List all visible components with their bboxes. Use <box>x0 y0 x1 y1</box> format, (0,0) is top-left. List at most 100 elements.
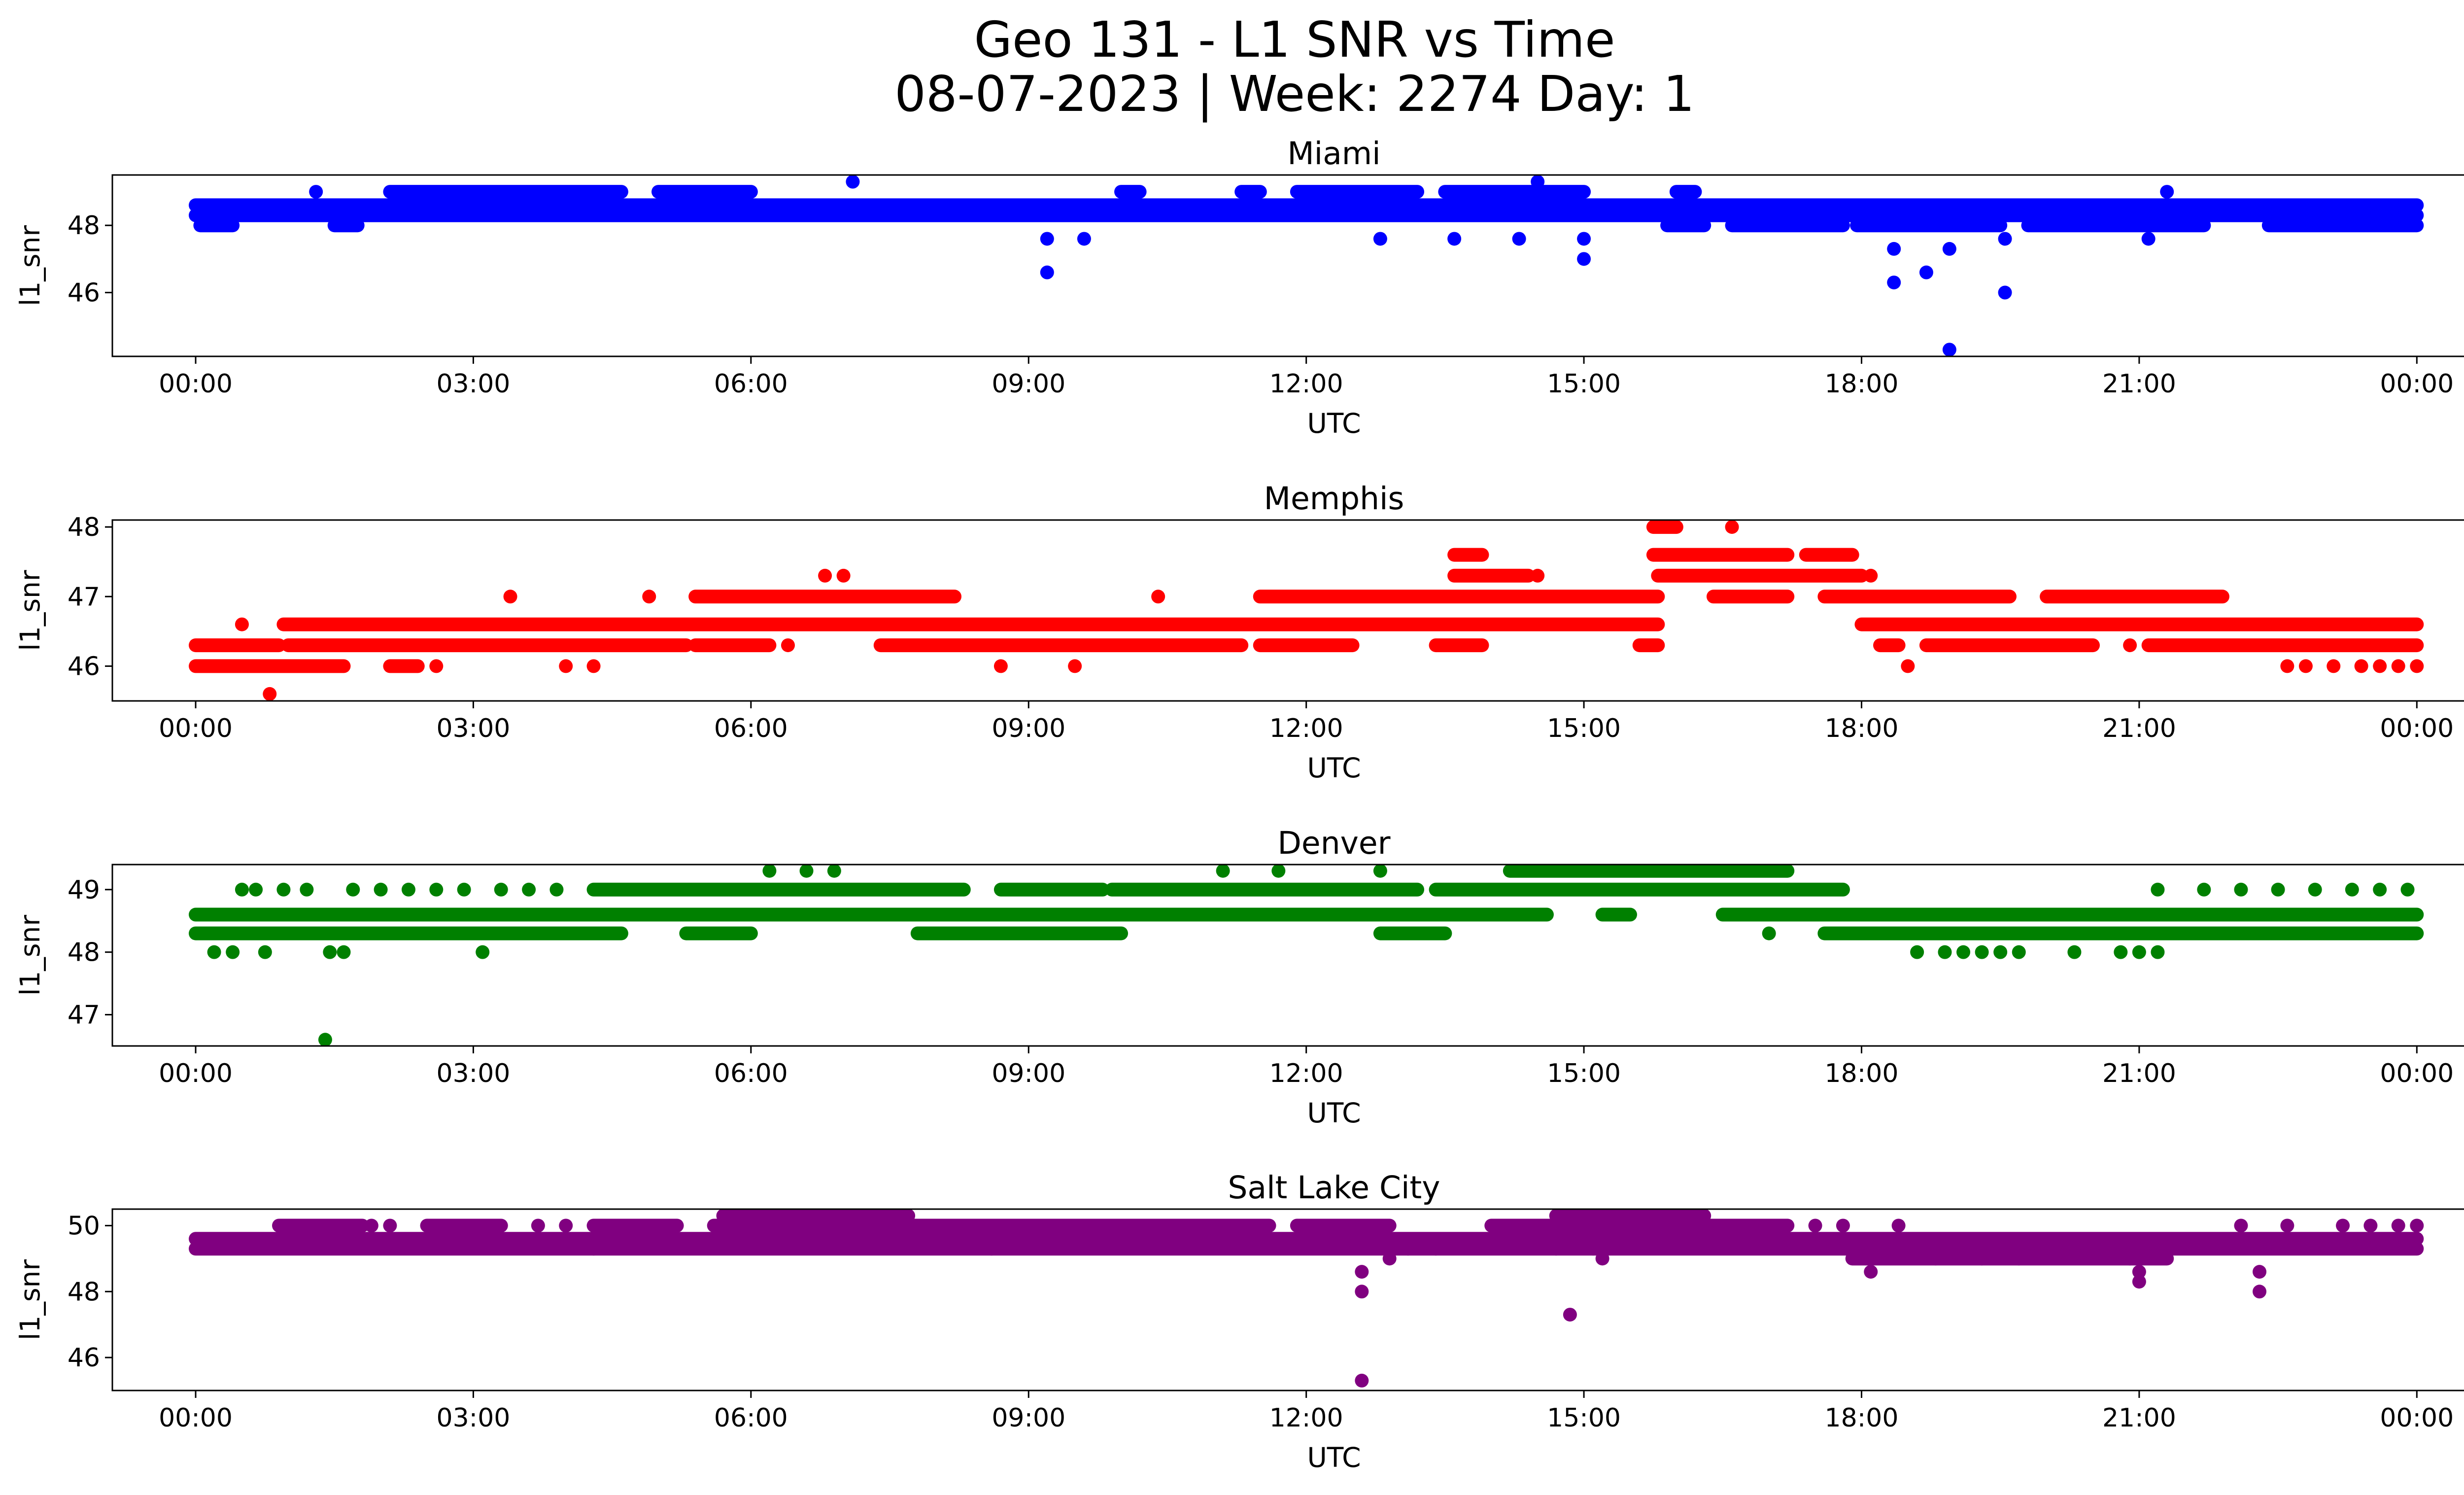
data-point-18 <box>2141 232 2156 246</box>
x-tick-label: 12:00 <box>1269 1059 1343 1088</box>
data-point-8 <box>818 568 832 583</box>
data-point-14 <box>1725 520 1739 534</box>
data-point-17 <box>522 882 536 897</box>
data-point-1 <box>249 882 263 897</box>
data-point-12 <box>1151 590 1165 604</box>
chart-panel-2: 00:00 03:00 06:00 09:00 12:00 15:00 18:00 21:00… <box>14 825 2464 1129</box>
data-point-31 <box>2363 1218 2378 1233</box>
x-tick-label: 03:00 <box>437 714 511 743</box>
data-point-33 <box>2410 1218 2424 1233</box>
x-tick-label: 00:00 <box>2380 369 2454 399</box>
chart-panel-3: 00:00 03:00 06:00 09:00 12:00 15:00 18:00 21:00… <box>14 1170 2464 1473</box>
x-tick-label: 00:00 <box>159 369 233 399</box>
data-point-11 <box>374 882 388 897</box>
data-point-10 <box>1577 252 1591 266</box>
data-point-9 <box>1577 232 1591 246</box>
data-point-5 <box>276 882 291 897</box>
data-point-29 <box>2280 1218 2294 1233</box>
data-point-23 <box>2391 659 2405 673</box>
data-point-13 <box>1549 1242 1563 1256</box>
data-point-19 <box>1891 1218 1906 1233</box>
x-tick-label: 09:00 <box>992 1403 1065 1433</box>
y-tick-label: 46 <box>68 652 100 681</box>
data-point-29 <box>1975 945 1989 959</box>
chart-panel-1: 00:00 03:00 06:00 09:00 12:00 15:00 18:00 21:00… <box>14 481 2464 784</box>
data-point-10 <box>993 659 1008 673</box>
data-point-40 <box>2308 882 2322 897</box>
x-tick-label: 21:00 <box>2102 714 2176 743</box>
data-point-4 <box>586 1242 601 1256</box>
data-point-22 <box>1216 865 1230 878</box>
data-point-4 <box>258 945 272 959</box>
x-tick-label: 06:00 <box>714 1059 788 1088</box>
data-marks <box>189 865 2424 1046</box>
axes-frame <box>111 1208 2464 1391</box>
data-point-13 <box>1919 265 1933 279</box>
data-point-3 <box>226 945 240 959</box>
data-point-15 <box>1864 568 1878 583</box>
data-point-33 <box>2114 945 2128 959</box>
data-point-19 <box>762 865 777 878</box>
data-point-9 <box>1382 1252 1397 1266</box>
data-point-30 <box>2336 1218 2350 1233</box>
data-point-26 <box>2234 1218 2248 1233</box>
axes-frame <box>111 519 2464 702</box>
y-tick-label: 48 <box>68 938 100 968</box>
y-axis-label: l1_snr <box>14 1259 46 1340</box>
data-point-19 <box>2298 659 2313 673</box>
data-point-3 <box>1040 265 1054 279</box>
x-tick-label: 09:00 <box>992 369 1065 399</box>
figure-title-line1: Geo 131 - L1 SNR vs Time <box>974 11 1615 69</box>
data-point-0 <box>364 1218 378 1233</box>
x-tick-label: 00:00 <box>2380 714 2454 743</box>
data-point-26 <box>1910 945 1924 959</box>
y-tick-label: 48 <box>68 211 100 241</box>
x-tick-label: 06:00 <box>714 1403 788 1433</box>
data-point-14 <box>1942 242 1956 256</box>
x-tick-label: 18:00 <box>1825 1403 1899 1433</box>
x-tick-label: 18:00 <box>1825 1059 1899 1088</box>
data-point-2 <box>1040 232 1054 246</box>
data-point-12 <box>401 882 415 897</box>
data-point-42 <box>2373 882 2387 897</box>
data-point-21 <box>2354 659 2368 673</box>
data-point-18 <box>1864 1265 1878 1279</box>
data-point-17 <box>1836 1218 1850 1233</box>
x-tick-label: 12:00 <box>1269 369 1343 399</box>
data-point-32 <box>2391 1218 2405 1233</box>
y-axis-label: l1_snr <box>14 915 46 996</box>
data-point-1 <box>846 175 860 189</box>
data-point-20 <box>2327 659 2341 673</box>
data-point-4 <box>559 659 573 673</box>
data-point-39 <box>2271 882 2285 897</box>
data-point-2 <box>429 659 444 673</box>
data-point-23 <box>1271 865 1286 878</box>
data-point-25 <box>1762 926 1776 940</box>
data-point-0 <box>235 882 249 897</box>
data-point-17 <box>2123 638 2137 653</box>
data-point-9 <box>318 1033 332 1046</box>
data-point-14 <box>1595 1252 1609 1266</box>
x-tick-label: 00:00 <box>159 1059 233 1088</box>
data-point-28 <box>1956 945 1971 959</box>
x-axis-label: UTC <box>1307 408 1361 439</box>
x-tick-label: 12:00 <box>1269 714 1343 743</box>
data-point-22 <box>2373 659 2387 673</box>
y-axis-label: l1_snr <box>14 225 46 306</box>
data-point-18 <box>2280 659 2294 673</box>
data-marks <box>189 1209 2424 1388</box>
data-point-16 <box>1901 659 1915 673</box>
axes-frame <box>111 174 2464 357</box>
data-point-15 <box>1586 1242 1600 1256</box>
data-point-12 <box>1887 276 1901 290</box>
data-point-13 <box>1531 568 1545 583</box>
panels: 00:00 03:00 06:00 09:00 12:00 15:00 18:00 21:00… <box>14 136 2464 1473</box>
y-tick-label: 46 <box>68 278 100 308</box>
data-point-6 <box>1355 1265 1369 1279</box>
x-tick-label: 21:00 <box>2102 369 2176 399</box>
data-point-28 <box>2253 1285 2267 1299</box>
x-tick-label: 00:00 <box>2380 1059 2454 1088</box>
data-point-41 <box>2345 882 2359 897</box>
data-point-22 <box>2012 1252 2026 1266</box>
data-point-11 <box>1068 659 1082 673</box>
